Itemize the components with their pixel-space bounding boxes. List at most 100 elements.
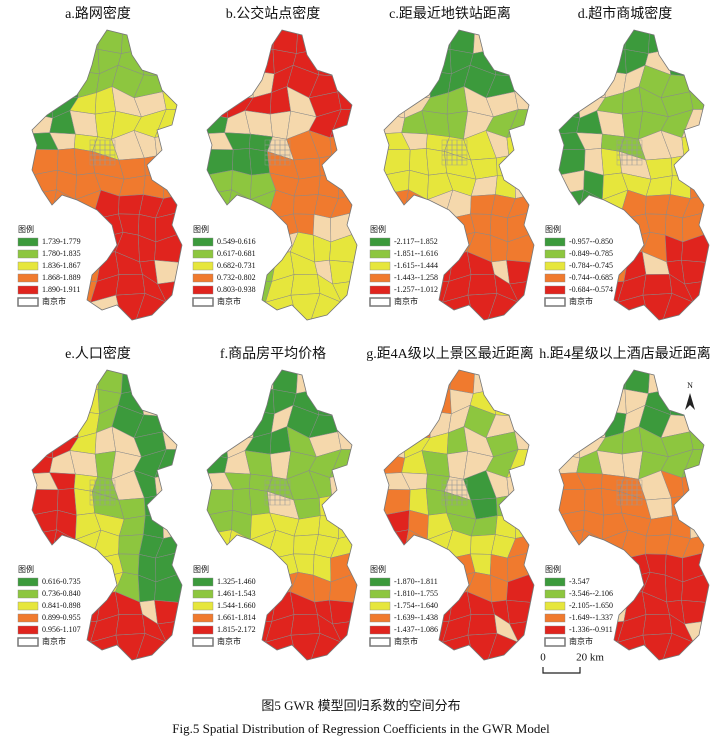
district bbox=[559, 49, 581, 73]
legend-swatch bbox=[544, 237, 566, 247]
district bbox=[207, 550, 229, 579]
urban-cell bbox=[109, 499, 116, 506]
legend-swatch bbox=[192, 297, 214, 307]
district bbox=[689, 408, 709, 433]
district bbox=[223, 388, 254, 413]
district bbox=[559, 210, 581, 239]
district bbox=[50, 410, 79, 439]
district bbox=[400, 30, 432, 51]
district bbox=[207, 411, 229, 439]
urban-cell bbox=[284, 159, 291, 166]
district bbox=[73, 488, 95, 516]
district bbox=[32, 370, 52, 391]
north-label: N bbox=[687, 381, 693, 390]
district bbox=[512, 30, 534, 53]
district bbox=[336, 49, 357, 77]
panel-title: h.距4星级以上酒店最近距离 bbox=[539, 345, 711, 362]
district bbox=[605, 30, 627, 50]
legend-label: -0.784--0.745 bbox=[569, 261, 613, 270]
legend-swatch bbox=[369, 285, 391, 295]
district bbox=[337, 515, 357, 539]
district bbox=[384, 210, 406, 239]
district bbox=[601, 556, 630, 578]
legend-label: -0.957--0.850 bbox=[569, 237, 613, 246]
legend-label: -1.615--1.444 bbox=[394, 261, 438, 270]
legend-label: 1.836-1.867 bbox=[42, 261, 81, 270]
district bbox=[156, 155, 182, 178]
district bbox=[32, 210, 54, 239]
district bbox=[601, 216, 630, 238]
district bbox=[337, 68, 357, 93]
district bbox=[384, 370, 404, 391]
district bbox=[249, 216, 278, 238]
district bbox=[32, 389, 54, 413]
scale-end: 20 km bbox=[576, 652, 604, 664]
legend-swatch bbox=[544, 601, 566, 611]
legend-label: 南京市 bbox=[42, 636, 66, 646]
district bbox=[516, 636, 534, 660]
district bbox=[253, 370, 275, 390]
district bbox=[559, 370, 579, 391]
district bbox=[384, 389, 406, 413]
district bbox=[329, 130, 357, 160]
district bbox=[337, 408, 357, 433]
caption-zh: 图5 GWR 模型回归系数的空间分布 bbox=[261, 698, 460, 713]
district bbox=[207, 71, 229, 99]
district bbox=[253, 388, 275, 415]
map-outline bbox=[558, 369, 710, 661]
district bbox=[78, 370, 100, 390]
district bbox=[225, 70, 254, 99]
district bbox=[48, 48, 79, 73]
legend-swatch bbox=[369, 601, 391, 611]
district bbox=[339, 296, 357, 320]
district bbox=[115, 274, 146, 296]
district bbox=[207, 370, 227, 391]
legend-label: -3.547 bbox=[569, 577, 590, 586]
legend-label: -1.257--1.012 bbox=[394, 285, 438, 294]
district bbox=[491, 370, 520, 391]
district bbox=[329, 232, 357, 263]
district bbox=[400, 388, 431, 413]
legend-label: -1.870--1.811 bbox=[394, 577, 438, 586]
district bbox=[249, 556, 278, 578]
district bbox=[402, 70, 431, 99]
district bbox=[430, 48, 452, 75]
legend-swatch bbox=[369, 637, 391, 647]
legend-swatch bbox=[369, 261, 391, 271]
district bbox=[78, 388, 100, 415]
legend-swatch bbox=[17, 625, 39, 635]
district bbox=[161, 389, 182, 417]
scale-line bbox=[542, 667, 581, 674]
legend-swatch bbox=[192, 237, 214, 247]
urban-cell bbox=[636, 159, 643, 166]
legend-label: 0.803-0.938 bbox=[217, 285, 256, 294]
legend-title: 图例 bbox=[545, 564, 561, 574]
district bbox=[559, 550, 581, 579]
district bbox=[559, 389, 581, 413]
legend-swatch bbox=[544, 577, 566, 587]
district bbox=[290, 274, 321, 296]
legend-swatch bbox=[369, 237, 391, 247]
legend-swatch bbox=[17, 297, 39, 307]
district bbox=[666, 49, 695, 77]
legend-label: 南京市 bbox=[394, 636, 418, 646]
district bbox=[513, 49, 534, 77]
district bbox=[154, 572, 182, 603]
legend-label: -0.744--0.685 bbox=[569, 273, 613, 282]
district bbox=[335, 370, 357, 393]
district bbox=[78, 48, 100, 75]
district bbox=[467, 614, 498, 636]
urban-cell bbox=[636, 499, 643, 506]
urban-cell bbox=[109, 159, 116, 166]
legend-swatch bbox=[17, 273, 39, 283]
district bbox=[384, 550, 406, 579]
legend-swatch bbox=[17, 237, 39, 247]
district bbox=[248, 488, 270, 516]
map-outline bbox=[383, 29, 535, 321]
panel-title: a.路网密度 bbox=[65, 5, 131, 22]
district bbox=[402, 410, 431, 439]
district bbox=[642, 614, 673, 636]
district bbox=[491, 49, 520, 77]
district bbox=[335, 30, 357, 53]
